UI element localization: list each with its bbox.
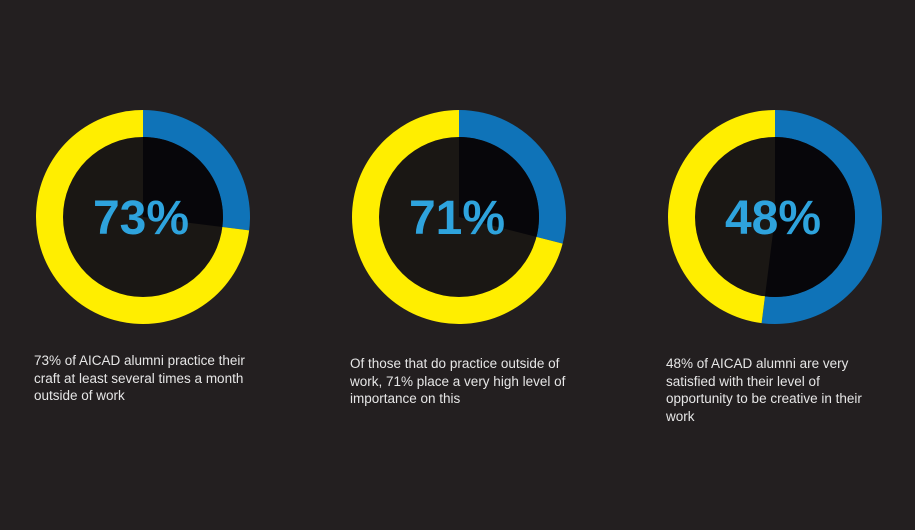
center-shade — [764, 137, 855, 297]
donut-arcs — [352, 110, 566, 324]
donut-arcs — [667, 110, 882, 324]
center-shade — [459, 137, 539, 237]
caption: Of those that do practice outside of wor… — [350, 356, 566, 406]
caption: 73% of AICAD alumni practice their craft… — [34, 353, 245, 403]
percent-label: 73% — [93, 192, 189, 245]
caption: 48% of AICAD alumni are very satisfied w… — [666, 356, 862, 424]
stat-panel-3: 48% 48% of AICAD alumni are very satisfi… — [666, 0, 915, 530]
donut-chart-3: 48% — [667, 110, 882, 324]
donut-chart-2: 71% — [352, 110, 566, 324]
donut-arcs — [36, 110, 250, 324]
stat-panel-2: 71% Of those that do practice outside of… — [350, 0, 630, 530]
percent-label: 48% — [725, 192, 821, 245]
percent-label: 71% — [409, 192, 505, 245]
donut-chart-1: 73% — [36, 110, 250, 324]
center-shade — [143, 137, 223, 228]
stat-panel-1: 73% 73% of AICAD alumni practice their c… — [34, 0, 314, 530]
